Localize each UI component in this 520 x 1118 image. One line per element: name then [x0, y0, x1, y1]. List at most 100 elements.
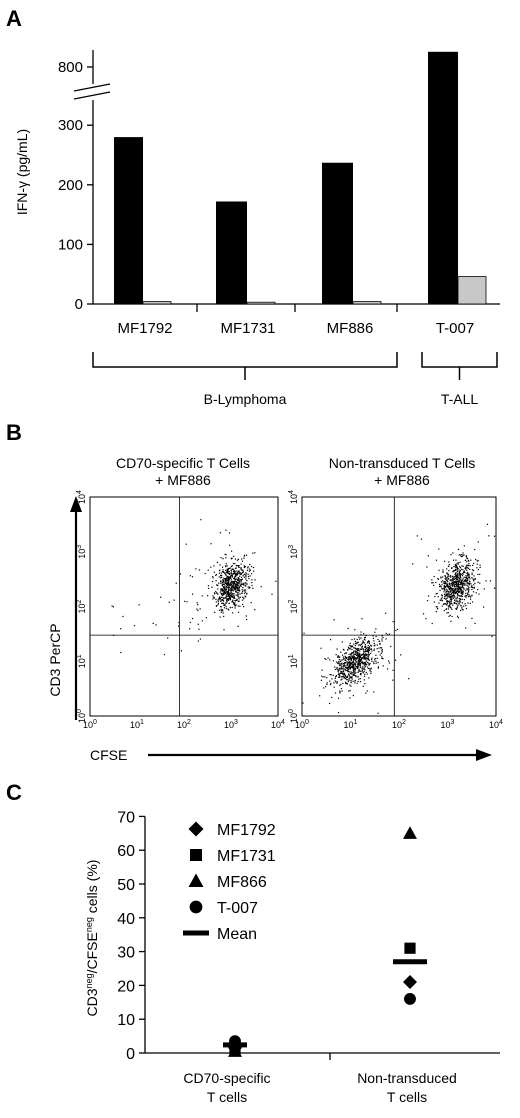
flow-event-dot: [359, 664, 361, 667]
flow-y-tick-exp: 2: [76, 599, 83, 603]
flow-event-dot: [348, 690, 350, 692]
flow-event-dot: [240, 580, 242, 582]
flow-event-dot: [454, 590, 456, 592]
flow-event-dot: [459, 584, 461, 586]
flow-event-dot: [238, 592, 240, 594]
flow-event-dot: [368, 659, 370, 661]
flow-event-dot: [373, 691, 375, 693]
flow-event-dot: [231, 584, 233, 586]
flow-y-tick-base: 10: [77, 494, 87, 504]
flow-event-dot: [240, 573, 242, 576]
flow-event-dot: [219, 597, 221, 599]
flow-event-dot: [221, 593, 223, 596]
flow-event-dot: [222, 592, 224, 594]
flow-event-dot: [453, 602, 455, 604]
flow-event-dot: [197, 623, 199, 625]
flow-event-dot: [365, 663, 367, 666]
flow-event-dot: [466, 577, 468, 579]
flow-event-dot: [359, 655, 361, 658]
flow-event-dot: [275, 580, 277, 582]
flow-event-dot: [220, 608, 222, 610]
flow-event-dot: [491, 635, 493, 637]
flow-event-dot: [219, 564, 221, 566]
flow-event-dot: [455, 565, 457, 567]
flow-event-dot: [228, 584, 230, 586]
flow-event-dot: [448, 592, 450, 594]
flow-event-dot: [454, 584, 456, 586]
flow-event-dot: [441, 584, 443, 586]
flow-event-dot: [227, 567, 230, 570]
flow-event-dot: [224, 590, 226, 592]
flow-x-tick-label: 100: [295, 719, 309, 730]
flow-event-dot: [245, 575, 247, 577]
flow-event-dot: [483, 606, 485, 608]
flow-event-dot: [211, 580, 214, 583]
panel-c-y-tick-label: 60: [117, 843, 135, 860]
flow-event-dot: [229, 577, 231, 579]
flow-event-dot: [227, 578, 229, 580]
flow-event-dot: [342, 673, 344, 675]
flow-event-dot: [435, 611, 437, 613]
flow-event-dot: [446, 590, 449, 592]
flow-event-dot: [469, 595, 471, 597]
flow-event-dot: [351, 648, 353, 651]
flow-event-dot: [453, 590, 455, 593]
flow-event-dot: [452, 577, 454, 579]
flow-event-dot: [444, 603, 446, 605]
flow-event-dot: [212, 595, 214, 597]
flow-event-dot: [362, 662, 365, 664]
flow-event-dot: [367, 656, 370, 658]
flow-event-dot: [461, 606, 463, 608]
flow-event-dot: [225, 554, 227, 556]
flow-event-dot: [361, 645, 363, 647]
flow-event-dot: [464, 595, 466, 597]
flow-event-dot: [348, 664, 351, 666]
flow-event-dot: [466, 578, 469, 580]
flow-event-dot: [229, 585, 231, 587]
flow-event-dot: [346, 683, 348, 685]
flow-event-dot: [234, 583, 237, 585]
flow-event-dot: [462, 609, 464, 611]
flow-event-dot: [353, 671, 355, 673]
flow-event-dot: [449, 588, 452, 590]
flow-event-dot: [342, 648, 344, 651]
flow-event-dot: [344, 674, 346, 676]
flow-event-dot: [347, 662, 349, 664]
flow-event-dot: [448, 589, 451, 591]
flow-event-dot: [449, 595, 451, 597]
flow-event-dot: [455, 564, 458, 567]
flow-event-dot: [465, 627, 467, 629]
flow-event-dot: [364, 655, 366, 657]
flow-event-dot: [236, 591, 238, 593]
flow-event-dot: [331, 678, 333, 680]
flow-event-dot: [456, 566, 458, 568]
flow-event-dot: [235, 570, 237, 572]
flow-y-tick-exp: 2: [288, 599, 295, 603]
flow-event-dot: [456, 566, 458, 568]
flow-event-dot: [365, 646, 367, 649]
flow-event-dot: [373, 649, 375, 651]
flow-event-dot: [354, 657, 356, 660]
flow-event-dot: [338, 676, 340, 678]
flow-event-dot: [338, 661, 340, 663]
flow-event-dot: [218, 609, 221, 611]
flow-event-dot: [334, 668, 336, 671]
flow-event-dot: [230, 569, 232, 572]
flow-event-dot: [352, 651, 355, 653]
flow-event-dot: [363, 652, 365, 654]
flow-event-dot: [361, 653, 363, 655]
flow-event-dot: [338, 667, 340, 670]
flow-event-dot: [347, 670, 349, 672]
flow-event-dot: [453, 585, 455, 587]
flow-event-dot: [225, 594, 227, 596]
flow-event-dot: [455, 572, 457, 574]
flow-x-tick-base: 10: [392, 720, 402, 730]
flow-event-dot: [236, 565, 238, 567]
flow-event-dot: [238, 581, 241, 583]
flow-event-dot: [359, 656, 362, 658]
flow-event-dot: [369, 670, 371, 672]
flow-event-dot: [232, 602, 235, 604]
flow-event-dot: [225, 571, 227, 574]
flow-event-dot: [459, 576, 462, 578]
flow-event-dot: [361, 670, 363, 672]
